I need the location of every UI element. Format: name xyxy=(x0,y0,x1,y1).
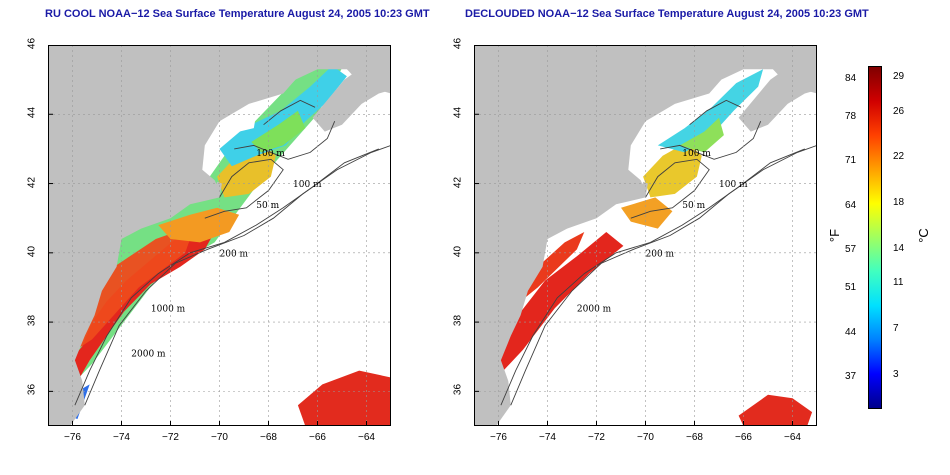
map-frame xyxy=(48,45,391,426)
right-panel-title: DECLOUDED NOAA−12 Sea Surface Temperatur… xyxy=(465,8,869,20)
longitude-tick-label: −64 xyxy=(784,432,801,443)
isobath-contour xyxy=(510,144,817,406)
sst-mid-patch xyxy=(251,110,306,153)
isobath-contour xyxy=(630,158,710,219)
sst-gulf-stream-edge xyxy=(297,370,391,426)
latitude-tick-label: 40 xyxy=(452,245,464,257)
declouded-sst-map: 100 m 100 m 50 m 200 m 2000 m xyxy=(474,45,817,426)
latitude-tick-label: 44 xyxy=(26,107,38,119)
fahrenheit-tick-label: 64 xyxy=(845,199,857,211)
celsius-unit-label: °C xyxy=(915,228,931,243)
isobath-contour xyxy=(263,99,316,126)
celsius-tick-label: 18 xyxy=(893,197,905,209)
celsius-tick-label: 26 xyxy=(893,105,905,117)
longitude-tick-label: −70 xyxy=(637,432,654,443)
long-island-land xyxy=(123,213,173,224)
contour-label: 2000 m xyxy=(577,305,612,315)
celsius-tick-label: 29 xyxy=(893,71,905,83)
celsius-tick-label: 11 xyxy=(893,277,904,289)
celsius-tick-label: 3 xyxy=(893,368,899,380)
contour-label: 200 m xyxy=(220,249,249,259)
sst-gulf-stream-edge xyxy=(738,394,813,426)
long-island-land xyxy=(549,213,599,224)
contour-label: 100 m xyxy=(682,149,711,159)
longitude-tick-label: −72 xyxy=(588,432,605,443)
isobath-contour xyxy=(234,121,336,160)
latitude-tick-label: 44 xyxy=(452,107,464,119)
nova-scotia-land xyxy=(738,65,817,132)
latitude-tick-label: 46 xyxy=(452,37,464,50)
cape-cod-land xyxy=(630,181,648,201)
latitude-tick-label: 36 xyxy=(452,384,464,396)
map-frame xyxy=(474,45,817,426)
contour-label: 1000 m xyxy=(151,305,186,315)
longitude-tick-label: −64 xyxy=(358,432,375,443)
cape-cod-land xyxy=(204,181,222,201)
celsius-tick-label: 7 xyxy=(893,322,899,334)
longitude-tick-label: −74 xyxy=(113,432,130,443)
sst-cool-gulf-of-maine xyxy=(657,69,764,153)
latitude-tick-label: 40 xyxy=(26,245,38,257)
longitude-tick-label: −72 xyxy=(162,432,179,443)
nova-scotia-land xyxy=(312,65,391,132)
fahrenheit-tick-label: 51 xyxy=(845,282,857,294)
longitude-tick-label: −70 xyxy=(211,432,228,443)
fahrenheit-tick-label: 44 xyxy=(845,326,857,338)
longitude-tick-label: −76 xyxy=(64,432,81,443)
sst-cool-gulf-of-maine xyxy=(219,65,347,167)
longitude-tick-label: −66 xyxy=(309,432,326,443)
sst-mid-patch xyxy=(679,117,724,153)
fahrenheit-tick-label: 57 xyxy=(845,244,857,256)
land-mask xyxy=(474,45,817,426)
contour-label: 100 m xyxy=(293,180,322,190)
isobath-contour xyxy=(689,99,742,126)
isobath-contour xyxy=(204,158,284,219)
isobath-contour xyxy=(84,144,391,406)
latitude-tick-label: 38 xyxy=(26,315,38,327)
sst-warm-shelf xyxy=(67,225,215,378)
celsius-tick-label: 22 xyxy=(893,151,905,163)
latitude-tick-label: 38 xyxy=(452,315,464,327)
sst-warm-shelf xyxy=(493,232,624,371)
contour-label: 50 m xyxy=(256,201,279,211)
longitude-tick-label: −68 xyxy=(260,432,277,443)
celsius-tick-label: 14 xyxy=(893,242,905,254)
fahrenheit-tick-label: 84 xyxy=(845,72,857,84)
longitude-tick-label: −68 xyxy=(686,432,703,443)
ru-cool-sst-map: 100 m 100 m 50 m 200 m 1000 m 2000 m xyxy=(48,45,391,426)
contour-label: 100 m xyxy=(256,149,285,159)
latitude-tick-label: 42 xyxy=(26,176,38,188)
sst-yellow-patch xyxy=(217,142,276,198)
left-panel-title: RU COOL NOAA−12 Sea Surface Temperature … xyxy=(45,8,430,20)
temperature-colorbar xyxy=(868,66,882,409)
fahrenheit-unit-label: °F xyxy=(827,228,843,243)
cloud-mask-offshore xyxy=(121,280,215,368)
sst-yellow-patch xyxy=(643,142,702,198)
contour-label: 100 m xyxy=(719,180,748,190)
latitude-tick-label: 46 xyxy=(26,37,38,50)
longitude-tick-label: −76 xyxy=(490,432,507,443)
contour-label: 2000 m xyxy=(131,350,166,360)
fahrenheit-tick-label: 71 xyxy=(845,155,857,167)
contour-label: 50 m xyxy=(682,201,705,211)
sst-orange-patch xyxy=(158,207,240,243)
latitude-tick-label: 36 xyxy=(26,384,38,396)
isobath-contour xyxy=(660,121,762,160)
longitude-tick-label: −66 xyxy=(735,432,752,443)
land-mask xyxy=(48,45,391,426)
contour-label: 200 m xyxy=(646,249,675,259)
latitude-tick-label: 42 xyxy=(452,176,464,188)
longitude-tick-label: −74 xyxy=(539,432,556,443)
fahrenheit-tick-label: 78 xyxy=(845,110,857,122)
fahrenheit-tick-label: 37 xyxy=(845,371,857,383)
